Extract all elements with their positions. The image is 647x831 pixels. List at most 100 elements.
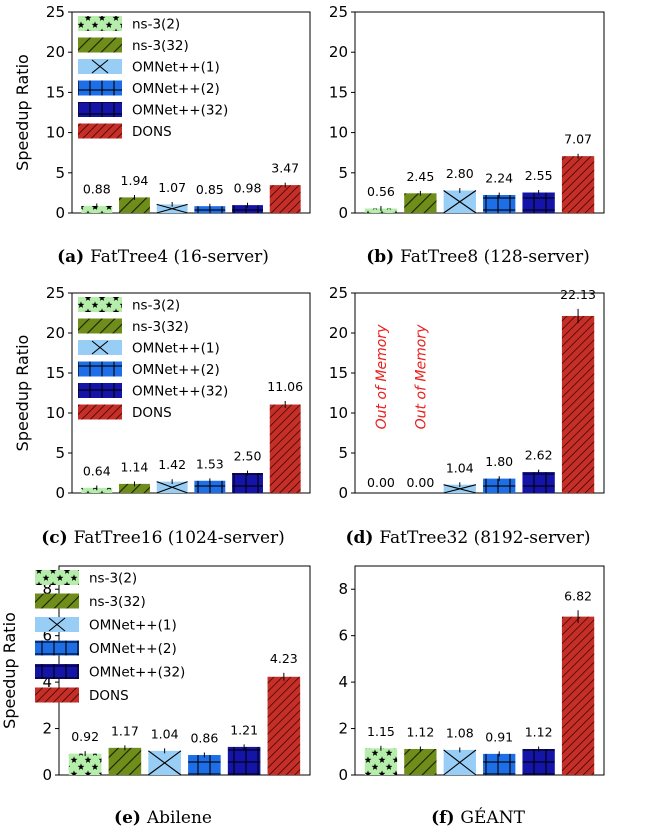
caption-label: (e) — [114, 808, 147, 828]
bar-omnet-32 — [522, 472, 555, 493]
bar-ns3-2 — [81, 487, 113, 493]
legend-label-omnet-2: OMNet++(2) — [132, 81, 220, 97]
value-label-dons: 3.47 — [271, 161, 299, 176]
bar-ns3-2 — [68, 753, 102, 775]
y-tick-label: 15 — [46, 83, 65, 101]
caption-label: (f) — [431, 808, 460, 828]
caption-label: (a) — [57, 247, 90, 267]
legend-label-dons: DONS — [132, 405, 172, 421]
value-label-omnet-32: 2.62 — [525, 448, 553, 463]
bar-dons — [561, 315, 595, 493]
caption-label: (c) — [41, 528, 73, 548]
legend-label-dons: DONS — [132, 124, 172, 140]
caption-text: GÉANT — [460, 807, 525, 828]
y-tick-label: 5 — [55, 164, 65, 182]
legend-label-omnet-32: OMNet++(32) — [89, 665, 185, 681]
value-label-ns3-32: 1.12 — [406, 724, 434, 739]
legend-label-omnet-2: OMNet++(2) — [132, 362, 220, 378]
legend-label-ns3-2: ns-3(2) — [132, 17, 180, 33]
plot-frame — [354, 11, 605, 214]
bar-dons — [267, 676, 301, 775]
value-label-ns3-32: 2.45 — [406, 169, 434, 184]
out-of-memory-annotation: Out of Memory — [413, 324, 429, 429]
value-label-omnet-1: 1.07 — [158, 180, 186, 195]
legend-label-ns3-2: ns-3(2) — [132, 298, 180, 314]
plot-frame — [354, 292, 605, 494]
bar-omnet-2 — [188, 755, 221, 775]
chart-panel-1: 0 5 10 15 20 25 0.56 2.45 2.80 2.24 2.55 7.07 (b) Fa… — [329, 3, 605, 267]
legend-swatch-omnet-32 — [78, 383, 122, 398]
value-label-ns3-32: 1.17 — [111, 723, 139, 738]
y-tick-label: 15 — [329, 83, 348, 101]
bar-dons — [269, 404, 301, 493]
bar-omnet-32 — [522, 192, 555, 213]
y-tick-label: 8 — [42, 580, 52, 598]
plot-frame — [354, 565, 605, 776]
y-tick-label: 10 — [329, 404, 348, 422]
caption-text: FatTree4 (16-server) — [90, 247, 269, 267]
value-label-omnet-1: 2.80 — [446, 166, 474, 181]
y-tick-label: 0 — [55, 204, 65, 222]
chart-panel-3: 0 5 10 15 20 25 0.00 0.00 1.04 1.80 2.62 22.13 Out o… — [329, 284, 605, 548]
legend-label-omnet-1: OMNet++(1) — [89, 618, 177, 634]
legend: ns-3(2) ns-3(32) OMNet++(1) OMNet++(2) OMNet… — [78, 16, 228, 140]
legend-swatch-dons — [35, 687, 79, 703]
legend-swatch-ns3-32 — [78, 318, 122, 334]
legend-label-omnet-1: OMNet++(1) — [132, 60, 220, 76]
bar-omnet-2 — [483, 478, 516, 493]
chart-panel-0: 0 5 10 15 20 25 Speedup Ratio 0.88 1.94 1.07 0.85 0… — [13, 3, 311, 267]
legend-swatch-omnet-32 — [35, 664, 79, 679]
y-axis-label: Speedup Ratio — [13, 335, 32, 452]
y-tick-label: 0 — [338, 204, 348, 222]
legend-swatch-omnet-2 — [78, 80, 122, 96]
panel-caption: (c) FatTree16 (1024-server) — [41, 528, 285, 548]
value-label-omnet-32: 2.50 — [234, 449, 262, 464]
value-label-omnet-32: 0.98 — [234, 181, 262, 196]
legend-label-dons: DONS — [89, 688, 129, 704]
legend: ns-3(2) ns-3(32) OMNet++(1) OMNet++(2) OMNet… — [78, 297, 228, 421]
y-tick-label: 25 — [46, 284, 65, 302]
value-label-omnet-2: 1.53 — [196, 456, 224, 471]
value-label-omnet-2: 0.91 — [485, 729, 513, 744]
value-label-omnet-2: 1.80 — [485, 454, 513, 469]
bar-dons — [561, 616, 595, 775]
y-axis-label: Speedup Ratio — [13, 54, 32, 171]
value-label-omnet-2: 0.85 — [196, 182, 224, 197]
value-label-ns3-2: 0.88 — [83, 182, 111, 197]
caption-text: FatTree16 (1024-server) — [74, 528, 285, 548]
y-tick-label: 0 — [55, 484, 65, 502]
legend-label-omnet-2: OMNet++(2) — [89, 641, 177, 657]
bar-ns3-32 — [108, 747, 142, 775]
bar-omnet-2 — [483, 194, 516, 213]
bar-omnet-2 — [483, 753, 516, 775]
bar-ns3-32 — [119, 197, 150, 213]
value-label-ns3-2: 0.00 — [367, 475, 395, 490]
value-label-omnet-2: 2.24 — [485, 171, 513, 186]
bar-ns3-32 — [404, 748, 437, 775]
y-tick-label: 0 — [338, 766, 348, 784]
bar-omnet-32 — [232, 473, 263, 493]
legend-label-omnet-32: OMNet++(32) — [132, 103, 228, 119]
panel-caption: (f) GÉANT — [431, 807, 525, 828]
value-label-ns3-32: 0.00 — [406, 475, 434, 490]
y-axis-label: Speedup Ratio — [0, 612, 19, 729]
y-tick-label: 5 — [338, 164, 348, 182]
y-tick-label: 20 — [329, 324, 348, 342]
panel-caption: (b) FatTree8 (128-server) — [366, 247, 589, 267]
legend-swatch-ns3-32 — [35, 593, 79, 609]
value-label-ns3-2: 0.56 — [367, 184, 395, 199]
chart-panel-5: 0 2 4 6 8 1.15 1.12 1.08 0.91 1.12 6.82 (f) GÉANT — [338, 565, 605, 828]
panel-caption: (e) Abilene — [114, 808, 212, 828]
value-label-omnet-2: 0.86 — [190, 731, 218, 746]
y-tick-label: 15 — [329, 364, 348, 382]
value-label-ns3-32: 1.94 — [121, 173, 149, 188]
y-tick-label: 20 — [46, 324, 65, 342]
legend-swatch-ns3-2 — [35, 570, 79, 585]
value-label-omnet-1: 1.42 — [158, 457, 186, 472]
legend-swatch-dons — [78, 404, 122, 420]
y-tick-label: 0 — [338, 484, 348, 502]
chart-panel-4: 0 2 4 6 8 Speedup Ratio 0.92 1.17 1.04 0.86 1.21 4.… — [0, 565, 311, 828]
legend-swatch-dons — [78, 123, 122, 139]
legend-swatch-omnet-2 — [35, 640, 79, 656]
